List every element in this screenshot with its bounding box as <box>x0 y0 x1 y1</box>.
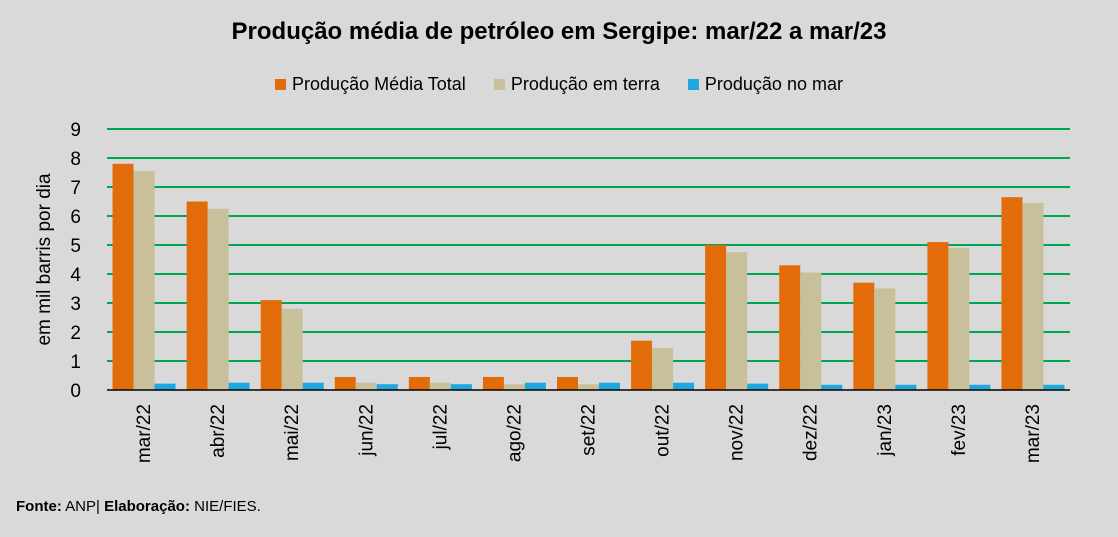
legend-item: Produção Média Total <box>275 74 466 95</box>
x-tick-label: nov/22 <box>727 404 748 461</box>
bar <box>1043 384 1065 390</box>
legend-item: Produção em terra <box>493 74 660 95</box>
bar <box>334 376 356 390</box>
y-tick-label: 7 <box>70 178 81 199</box>
bar <box>821 384 843 390</box>
legend-item: Produção no mar <box>687 74 843 95</box>
bar <box>228 382 250 390</box>
bar <box>302 382 324 390</box>
bar <box>207 208 229 390</box>
y-tick-label: 4 <box>70 265 81 286</box>
bar <box>408 376 430 390</box>
legend-swatch <box>687 79 699 90</box>
bar <box>895 384 917 390</box>
x-tick-label: mar/23 <box>1023 404 1044 463</box>
bar <box>652 347 674 390</box>
x-tick-label: out/22 <box>653 404 674 457</box>
bar <box>154 383 176 390</box>
source-note: Fonte: ANP| Elaboração: NIE/FIES. <box>16 498 261 515</box>
bar <box>503 384 525 390</box>
y-tick-label: 1 <box>70 352 81 373</box>
bar <box>726 252 748 390</box>
x-tick-label: ago/22 <box>504 404 525 462</box>
y-tick-label: 2 <box>70 323 81 344</box>
bar <box>557 376 578 390</box>
x-tick-label: jan/23 <box>875 404 896 457</box>
bar <box>133 171 155 390</box>
legend-label: Produção em terra <box>510 74 660 94</box>
x-tick-label: jul/22 <box>430 404 451 450</box>
source-value: ANP| <box>65 498 100 515</box>
bar <box>1001 197 1023 390</box>
elaboration-label: Elaboração: <box>104 498 190 515</box>
bar <box>112 163 134 390</box>
bar <box>927 242 949 390</box>
bar <box>578 384 599 390</box>
source-label: Fonte: <box>16 498 62 515</box>
y-tick-label: 5 <box>70 236 81 257</box>
bar <box>355 382 377 390</box>
bar <box>1022 202 1044 390</box>
chart-legend: Produção Média Total Produção em terra Pro… <box>0 74 1118 95</box>
x-tick-label: mai/22 <box>282 404 303 461</box>
bar <box>186 201 208 390</box>
bar <box>874 288 896 390</box>
bar <box>779 265 801 390</box>
bar <box>800 272 822 390</box>
x-tick-label: mar/22 <box>134 404 155 463</box>
bar <box>450 384 472 390</box>
legend-label: Produção no mar <box>704 74 843 94</box>
legend-swatch <box>275 79 287 90</box>
legend-swatch <box>493 79 505 90</box>
bar <box>429 382 451 390</box>
chart-title: Produção média de petróleo em Sergipe: m… <box>231 18 887 45</box>
y-tick-label: 8 <box>70 149 81 170</box>
x-tick-label: dez/22 <box>801 404 822 461</box>
y-tick-label: 6 <box>70 207 81 228</box>
x-tick-label: fev/23 <box>949 404 970 456</box>
bar <box>673 382 695 390</box>
bar <box>524 382 546 390</box>
x-tick-label: abr/22 <box>208 404 229 458</box>
bar <box>747 383 769 390</box>
y-axis-label: em mil barris por dia <box>34 173 55 346</box>
bar <box>599 382 620 390</box>
x-tick-label: set/22 <box>579 404 600 456</box>
bar <box>853 282 875 390</box>
bar <box>376 384 398 390</box>
y-tick-label: 3 <box>70 294 81 315</box>
y-tick-label: 9 <box>70 120 81 141</box>
bar <box>969 384 991 390</box>
bar <box>631 340 653 390</box>
elaboration-value: NIE/FIES. <box>194 498 261 515</box>
x-tick-label: jun/22 <box>356 404 377 457</box>
bar <box>705 245 727 390</box>
legend-label: Produção Média Total <box>292 74 466 94</box>
y-tick-label: 0 <box>70 381 81 402</box>
bar <box>281 308 303 390</box>
bar <box>482 376 504 390</box>
bar <box>260 300 282 390</box>
bar <box>948 247 970 390</box>
